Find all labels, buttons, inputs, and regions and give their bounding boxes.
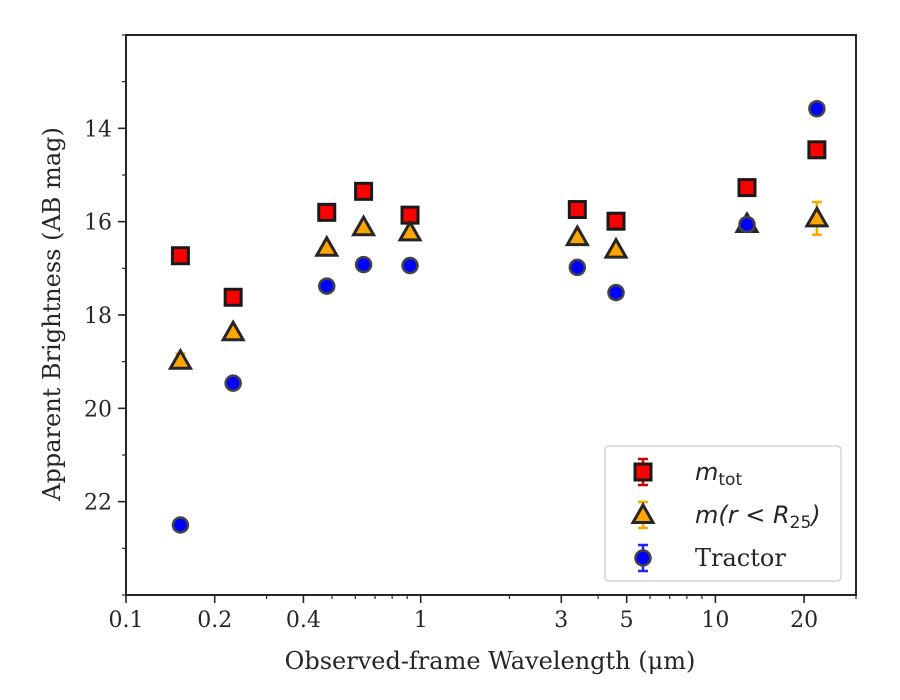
x-tick-label: 1 <box>414 608 428 633</box>
data-point-circle <box>354 255 373 274</box>
legend-box <box>604 445 842 582</box>
y-tick-label: 14 <box>84 117 112 142</box>
series-1 <box>170 140 827 307</box>
x-tick-label: 3 <box>554 608 568 633</box>
data-point-circle <box>401 256 419 275</box>
series-layer <box>167 99 830 534</box>
x-tick-label: 5 <box>620 608 634 633</box>
data-point-triangle <box>804 205 830 228</box>
x-axis-label: Observed-frame Wavelength (μm) <box>285 647 696 675</box>
data-point-square <box>170 246 190 266</box>
data-point-triangle <box>350 214 377 237</box>
data-point-square <box>737 178 757 198</box>
y-tick-label: 18 <box>84 304 112 329</box>
legend-entry-2: m(r < R25) <box>630 500 821 533</box>
x-axis: 0.1 0.2 0.4 1 3 5 10 20 <box>109 595 857 633</box>
data-point-square <box>317 202 337 222</box>
legend-marker-circle <box>634 549 652 567</box>
data-point-circle <box>808 99 826 118</box>
legend-entry-1: mtot <box>633 457 742 490</box>
legend-marker-triangle <box>630 501 656 524</box>
data-point-triangle <box>603 236 629 259</box>
data-point-triangle <box>314 234 340 257</box>
legend-label: m(r < R25) <box>695 501 821 533</box>
data-point-circle <box>568 258 587 277</box>
legend-entry-3: Tractor <box>634 543 786 573</box>
series-3 <box>171 99 826 534</box>
y-axis: 14 16 18 20 22 <box>84 34 126 596</box>
y-tick-label: 22 <box>84 491 112 516</box>
data-point-triangle <box>397 219 423 242</box>
data-point-square <box>567 200 587 220</box>
legend-label: Tractor <box>695 544 786 572</box>
data-point-square <box>807 140 827 160</box>
x-tick-label: 0.1 <box>109 608 144 633</box>
data-point-triangle <box>220 319 246 342</box>
data-point-triangle <box>564 224 590 247</box>
legend-label: mtot <box>695 458 742 490</box>
x-tick-label: 10 <box>701 608 729 633</box>
data-point-circle <box>607 283 625 302</box>
data-point-square <box>223 287 243 307</box>
y-axis-label: Apparent Brightness (AB mag) <box>38 127 66 502</box>
data-point-circle <box>318 277 336 295</box>
data-point-triangle <box>167 347 194 370</box>
x-tick-label: 0.4 <box>286 608 321 633</box>
data-point-square <box>606 211 626 231</box>
legend: mtot m(r < R25) Tractor <box>604 445 842 582</box>
data-point-circle <box>171 516 190 534</box>
data-point-circle <box>738 215 756 234</box>
legend-marker-square <box>633 462 653 482</box>
y-tick-label: 16 <box>84 211 112 236</box>
x-tick-label: 20 <box>790 608 818 633</box>
data-point-square <box>354 181 374 201</box>
y-tick-label: 20 <box>84 397 112 422</box>
data-point-circle <box>224 374 242 392</box>
x-tick-label: 0.2 <box>197 608 232 633</box>
